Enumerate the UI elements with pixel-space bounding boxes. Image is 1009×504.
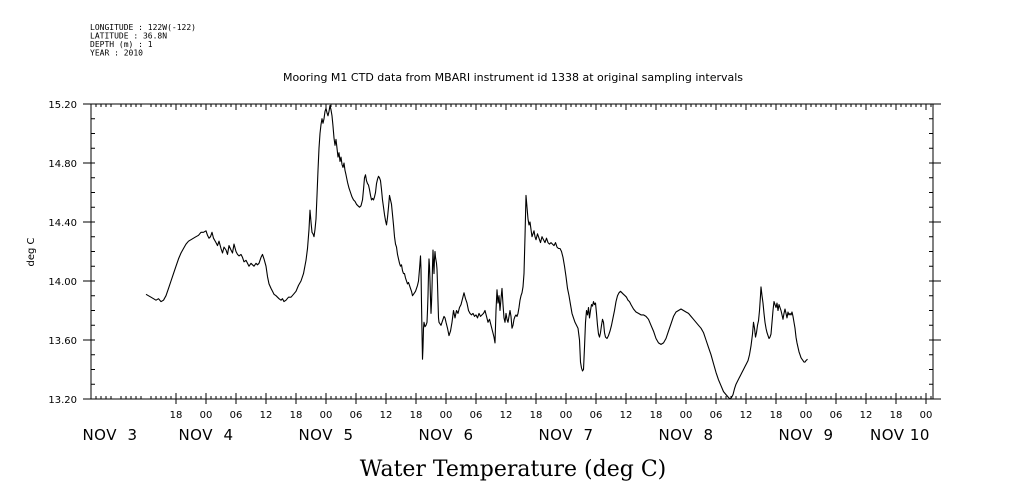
x-day-label: NOV 7 bbox=[538, 426, 593, 444]
y-tick-label: 13.20 bbox=[48, 395, 77, 406]
x-tick-label: 18 bbox=[770, 410, 783, 421]
metadata-line: YEAR : 2010 bbox=[90, 49, 143, 58]
x-day-label: NOV 3 bbox=[82, 426, 137, 444]
plot-frame bbox=[90, 103, 934, 400]
metadata-line: DEPTH (m) : 1 bbox=[90, 40, 153, 49]
x-tick-label: 06 bbox=[470, 410, 483, 421]
metadata-line: LATITUDE : 36.8N bbox=[90, 32, 167, 41]
x-tick-label: 18 bbox=[530, 410, 543, 421]
x-tick-label: 00 bbox=[200, 410, 213, 421]
y-tick-label: 13.60 bbox=[48, 336, 77, 347]
x-axis-label: Water Temperature (deg C) bbox=[360, 457, 667, 482]
x-axis: 18 00 06 12 18 00 06 12 18 00 06 12 18 00 06 12 18 00 06 12… bbox=[82, 104, 932, 444]
x-day-label: NOV 4 bbox=[178, 426, 233, 444]
x-tick-label: 00 bbox=[920, 410, 933, 421]
x-day-label: NOV 8 bbox=[658, 426, 713, 444]
series-line-water-temperature bbox=[145, 104, 808, 400]
x-tick-label: 12 bbox=[260, 410, 273, 421]
x-tick-label: 06 bbox=[230, 410, 243, 421]
y-axis-label: deg C bbox=[26, 237, 37, 266]
x-tick-label: 12 bbox=[620, 410, 633, 421]
metadata-line: LONGITUDE : 122W(-122) bbox=[90, 23, 196, 32]
y-tick-label: 15.20 bbox=[48, 100, 77, 111]
x-day-label: NOV 10 bbox=[870, 426, 930, 444]
x-tick-label: 06 bbox=[830, 410, 843, 421]
metadata-block: LONGITUDE : 122W(-122)LATITUDE : 36.8NDE… bbox=[90, 23, 196, 58]
x-tick-label: 12 bbox=[500, 410, 513, 421]
x-tick-label: 12 bbox=[380, 410, 393, 421]
x-tick-label: 06 bbox=[590, 410, 603, 421]
y-tick-label: 14.00 bbox=[48, 277, 77, 288]
x-day-label: NOV 9 bbox=[778, 426, 833, 444]
x-tick-label: 00 bbox=[320, 410, 333, 421]
x-tick-label: 00 bbox=[560, 410, 573, 421]
x-tick-label: 18 bbox=[650, 410, 663, 421]
x-tick-label: 06 bbox=[350, 410, 363, 421]
x-day-label: NOV 5 bbox=[298, 426, 353, 444]
minor-tick-marks bbox=[95, 104, 932, 399]
x-tick-label: 06 bbox=[710, 410, 723, 421]
x-tick-label: 00 bbox=[440, 410, 453, 421]
x-tick-label: 00 bbox=[680, 410, 693, 421]
x-tick-label: 12 bbox=[860, 410, 873, 421]
chart-title: Mooring M1 CTD data from MBARI instrumen… bbox=[283, 71, 743, 84]
x-tick-label: 18 bbox=[290, 410, 303, 421]
x-tick-label: 18 bbox=[170, 410, 183, 421]
x-tick-label: 12 bbox=[740, 410, 753, 421]
x-tick-label: 18 bbox=[410, 410, 423, 421]
x-day-label: NOV 6 bbox=[418, 426, 473, 444]
y-axis: 13.20 13.60 14.00 14.40 14.80 15.20 bbox=[48, 100, 941, 406]
y-tick-label: 14.40 bbox=[48, 218, 77, 229]
x-tick-label: 18 bbox=[890, 410, 903, 421]
x-tick-label: 00 bbox=[800, 410, 813, 421]
y-tick-label: 14.80 bbox=[48, 159, 77, 170]
